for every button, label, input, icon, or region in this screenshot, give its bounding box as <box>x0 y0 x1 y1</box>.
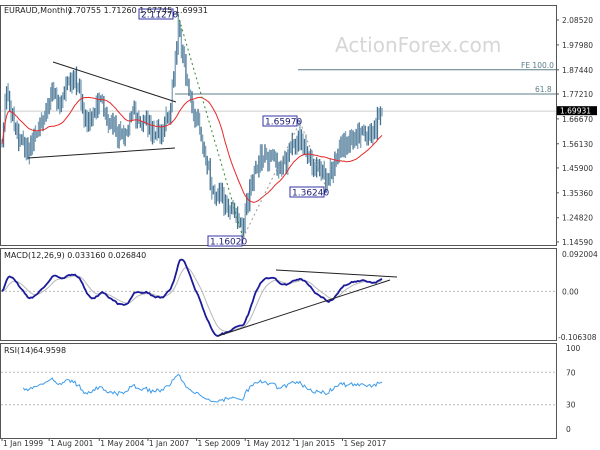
moving-average-line <box>1 96 383 203</box>
fib-projection-line <box>177 14 244 239</box>
macd-panel <box>0 248 557 341</box>
rsi-axis-label: 70 <box>566 368 576 377</box>
time-axis-label: 1 Sep 2017 <box>343 439 386 448</box>
price-axis-label: 1.77210 <box>562 90 593 99</box>
rsi-line <box>22 373 383 403</box>
low-2012-box <box>207 235 243 247</box>
time-axis-label: 1 Sep 2009 <box>198 439 241 448</box>
low-2016-label: 1.36240 <box>292 189 329 199</box>
axes: 2.08520 1.97980 1.87440 1.77210 1.66670 1.561… <box>1 16 598 448</box>
rsi-axis-label: 0 <box>566 425 571 434</box>
price-axis-label: 1.14590 <box>562 238 593 247</box>
price-axis-label: 1.45900 <box>562 164 593 173</box>
price-axis-label: 1.24820 <box>562 214 593 223</box>
fe-100-label: FE 100.0 <box>521 61 554 70</box>
macd-axis-label: 0.092004 <box>562 250 598 259</box>
high-2015-label: 1.65970 <box>265 118 302 128</box>
triangle-lower-trendline <box>27 147 176 159</box>
price-axis-label: 2.08520 <box>562 16 593 25</box>
macd-label: MACD(12,26,9) 0.033160 0.026840 <box>4 251 146 260</box>
time-axis-label: 1 Aug 2001 <box>50 439 93 448</box>
time-axis-label: 1 May 2012 <box>246 439 290 448</box>
rsi-value: 64.9598 <box>33 346 66 355</box>
macd-line <box>1 258 383 337</box>
time-axis-label: 1 Jan 1999 <box>3 439 43 448</box>
rsi-panel <box>0 343 557 439</box>
chart-symbol: EURAUD,Monthly <box>4 6 72 15</box>
low-2012-label: 1.16020 <box>210 238 247 248</box>
rsi-axis-label: 30 <box>566 401 576 410</box>
high-2008-box <box>138 8 174 20</box>
price-axis-label: 1.35360 <box>562 189 593 198</box>
watermark: ActionForex.com <box>335 33 501 57</box>
price-axis-label: 1.87440 <box>562 66 593 75</box>
price-axis-label: 1.66670 <box>562 115 593 124</box>
fib-61.8-label: 61.8 <box>535 85 552 94</box>
rsi-axis-label: 100 <box>566 344 581 353</box>
fib-retracement-line-2 <box>299 121 328 191</box>
fib-retracement-line <box>242 121 301 239</box>
chart-ohlc: 1.70755 1.71260 1.67745 1.69931 <box>68 6 208 15</box>
high-2015-box <box>262 115 298 127</box>
rsi-label: RSI(14) <box>4 346 33 355</box>
price-series <box>1 13 556 239</box>
macd-axis-label: 0.00 <box>562 287 579 296</box>
price-axis-label: 1.97980 <box>562 41 593 50</box>
low-2016-box <box>289 186 325 198</box>
macd-lower-trendline <box>217 279 391 337</box>
macd-axis-label: -0.106308 <box>558 333 597 342</box>
time-axis-label: 1 May 2004 <box>100 439 144 448</box>
triangle-upper-trendline <box>52 61 177 103</box>
current-price-badge <box>557 106 597 116</box>
time-axis-label: 1 Jan 2015 <box>295 439 335 448</box>
macd-series <box>1 258 556 337</box>
price-axis-label: 1.56130 <box>562 140 593 149</box>
time-axis-label: 1 Jan 2007 <box>149 439 189 448</box>
current-price-label: 1.69931 <box>560 107 591 116</box>
macd-upper-trendline <box>275 269 398 278</box>
high-2008-label: 2.11270 <box>141 11 178 21</box>
annotations: 2.11270 1.65970 1.36240 1.16020 61.8 FE 100.0 <box>138 8 554 248</box>
rsi-series <box>1 371 556 406</box>
